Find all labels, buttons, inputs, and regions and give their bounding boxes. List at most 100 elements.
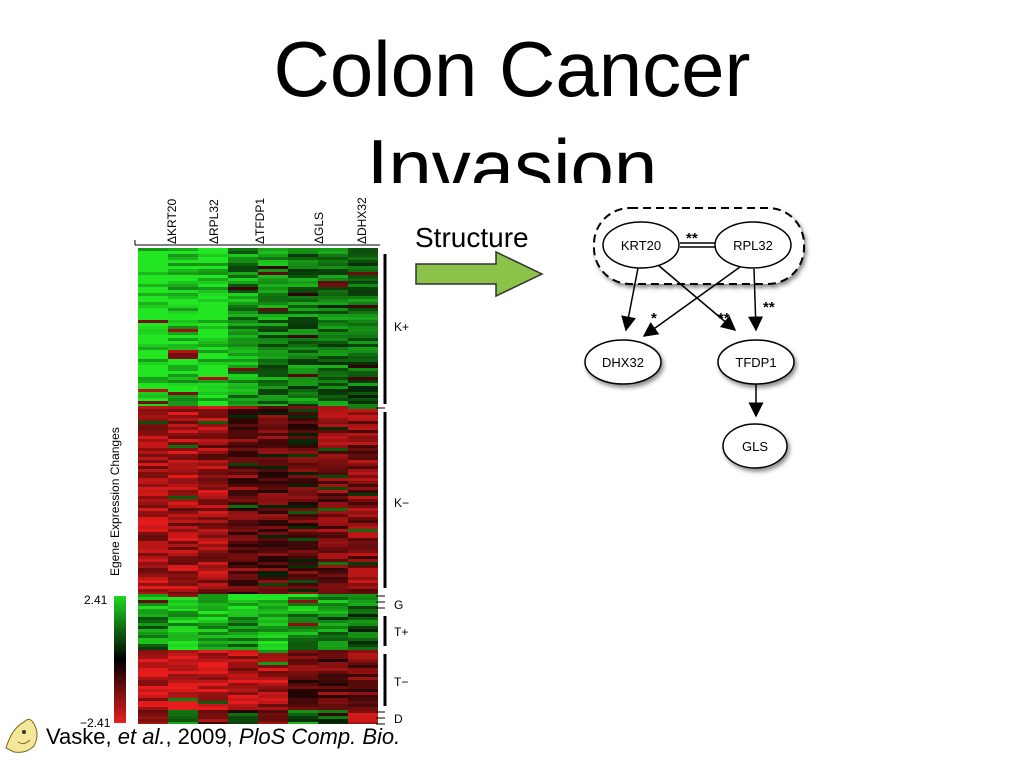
heatmap-cell (258, 293, 288, 296)
heatmap-cell (168, 332, 198, 335)
y-axis-label: Egene Expression Changes (108, 427, 122, 576)
heatmap-cell (138, 538, 168, 541)
heatmap-cell (348, 460, 378, 463)
heatmap-cell (168, 719, 198, 722)
heatmap-cell (318, 404, 348, 406)
heatmap-cell (138, 611, 168, 614)
heatmap-cell (258, 701, 288, 704)
heatmap-cell (168, 526, 198, 529)
heatmap-cell (318, 281, 348, 284)
heatmap-cell (168, 559, 198, 562)
heatmap-cell (318, 686, 348, 689)
heatmap-cell (318, 353, 348, 356)
heatmap-cell (258, 427, 288, 430)
heatmap-cell (348, 716, 378, 719)
heatmap-cell (288, 412, 318, 415)
heatmap-cell (228, 565, 258, 568)
heatmap-cell (168, 626, 198, 629)
heatmap-cell (138, 302, 168, 305)
heatmap-cell (138, 659, 168, 662)
heatmap-cell (288, 589, 318, 592)
heatmap-cell (228, 266, 258, 269)
heatmap-cell (288, 499, 318, 502)
heatmap-cell (318, 609, 348, 611)
heatmap-cell (228, 404, 258, 406)
heatmap-cell (288, 254, 318, 257)
heatmap-cell (318, 553, 348, 556)
heatmap-cell (288, 668, 318, 671)
heatmap-cell (318, 374, 348, 377)
heatmap-cell (288, 704, 318, 707)
heatmap-cell (198, 404, 228, 406)
heatmap-cell (348, 586, 378, 589)
heatmap-cell (198, 281, 228, 284)
heatmap-cell (198, 430, 228, 433)
heatmap-cell (348, 335, 378, 338)
heatmap-cell (318, 266, 348, 269)
heatmap-cell (228, 674, 258, 677)
heatmap-cell (168, 550, 198, 553)
heatmap-cell (258, 671, 288, 674)
heatmap-cell (288, 680, 318, 683)
heatmap-cell (348, 635, 378, 638)
heatmap-cell (318, 629, 348, 632)
heatmap-cell (168, 502, 198, 505)
heatmap-cell (138, 597, 168, 600)
heatmap-cell (198, 719, 228, 722)
heatmap-cell (318, 260, 348, 263)
heatmap-cell (168, 481, 198, 484)
heatmap-cell (288, 269, 318, 272)
heatmap-cell (228, 272, 258, 275)
heatmap-cell (228, 626, 258, 629)
heatmap-cell (348, 365, 378, 368)
heatmap-cell (318, 314, 348, 317)
heatmap-cell (288, 559, 318, 562)
heatmap-cell (138, 481, 168, 484)
heatmap-cell (348, 617, 378, 620)
citation-journal: PloS Comp. Bio. (238, 724, 401, 749)
heatmap-cell (318, 626, 348, 629)
heatmap-cell (258, 338, 288, 341)
heatmap-cell (258, 415, 288, 418)
heatmap-cell (198, 689, 228, 692)
heatmap-cell (228, 451, 258, 454)
heatmap-cell (258, 272, 288, 275)
heatmap-cell (168, 371, 198, 374)
heatmap-cell (228, 323, 258, 326)
heatmap-cell (318, 341, 348, 344)
heatmap-cell (288, 710, 318, 713)
heatmap-cell (138, 547, 168, 550)
heatmap-cell (348, 457, 378, 460)
column-labels: ΔKRT20 ΔRPL32 ΔTFDP1 ΔGLS ΔDHX32 (165, 197, 369, 244)
heatmap-cell (348, 568, 378, 571)
heatmap-cell (228, 427, 258, 430)
heatmap-cell (138, 451, 168, 454)
heatmap-cell (258, 323, 288, 326)
heatmap-cell (198, 424, 228, 427)
heatmap-cell (288, 617, 318, 620)
heatmap-cell (348, 594, 378, 597)
heatmap-cell (138, 290, 168, 293)
heatmap-cell (288, 505, 318, 508)
heatmap-cell (288, 305, 318, 308)
heatmap-cell (198, 251, 228, 254)
heatmap-cell (348, 386, 378, 389)
heatmap-cell (288, 302, 318, 305)
heatmap-cell (348, 496, 378, 499)
heatmap-cell (198, 523, 228, 526)
heatmap-cell (258, 577, 288, 580)
heatmap-cell (258, 368, 288, 371)
heatmap-cell (348, 544, 378, 547)
heatmap-cell (228, 311, 258, 314)
heatmap-cell (258, 386, 288, 389)
heatmap-cell (138, 580, 168, 583)
heatmap-cell (168, 511, 198, 514)
heatmap-cell (228, 466, 258, 469)
heatmap-cell (318, 475, 348, 478)
heatmap-cell (288, 713, 318, 716)
network-diagram: KRT20 RPL32 DHX32 TFDP1 GLS ** * ** ** (584, 207, 805, 469)
heatmap-cell (348, 650, 378, 653)
heatmap-cell (168, 398, 198, 401)
heatmap-cell (318, 472, 348, 475)
